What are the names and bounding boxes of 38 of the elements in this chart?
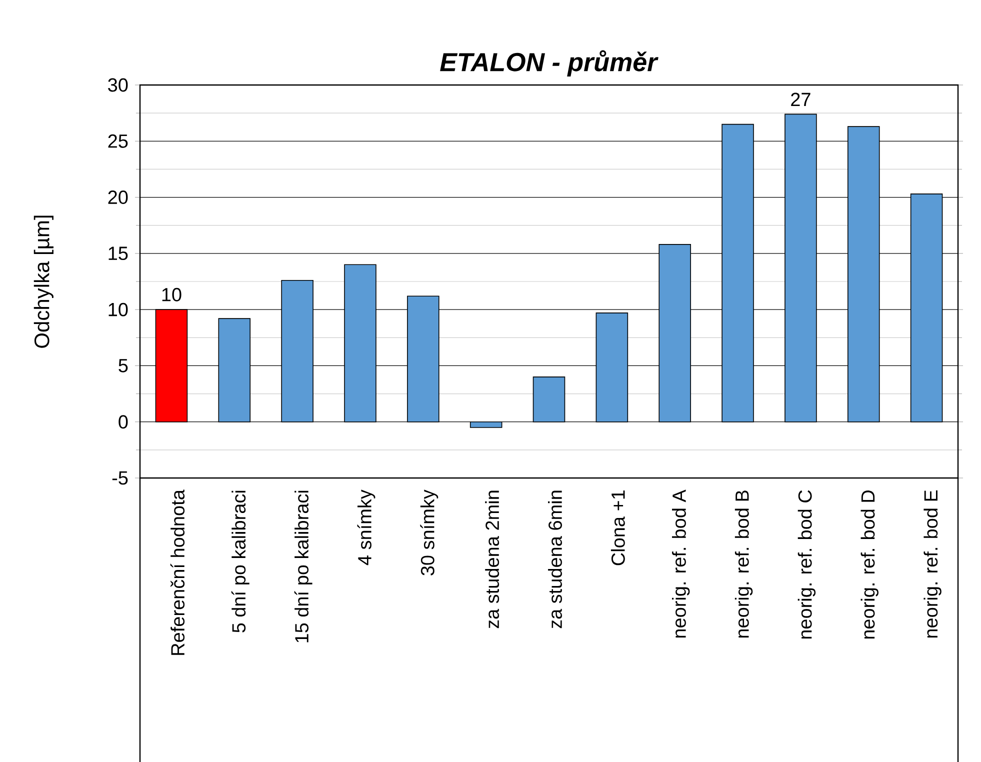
y-tick-label: 30 xyxy=(108,78,128,92)
y-tick-label: 0 xyxy=(118,415,128,429)
y-tick-label: -5 xyxy=(112,471,128,485)
bar xyxy=(155,309,188,422)
bar xyxy=(910,194,943,422)
y-tick-label: 20 xyxy=(108,190,128,204)
data-label: 27 xyxy=(791,92,810,106)
bar xyxy=(470,421,502,428)
bar xyxy=(281,280,314,422)
x-tick-label: neorig. ref. bod A xyxy=(672,490,690,638)
x-tick-label: neorig. ref. bod B xyxy=(734,490,753,638)
x-tick-label: 5 dní po kalibraci xyxy=(231,490,250,632)
x-tick-label: neorig. ref. bod D xyxy=(860,490,878,639)
bar xyxy=(344,264,376,422)
bar xyxy=(847,126,880,422)
x-tick-label: 30 snímky xyxy=(420,490,438,576)
y-tick-label: 15 xyxy=(108,246,128,260)
x-tick-label: za studena 6min xyxy=(548,490,562,628)
y-tick-label: 10 xyxy=(108,302,128,316)
x-tick-label: neorig. ref. bod E xyxy=(924,490,942,638)
y-tick-label: 5 xyxy=(118,359,128,372)
bar xyxy=(658,244,691,422)
chart-title: ETALON - průměr xyxy=(440,50,658,76)
bar xyxy=(596,312,628,422)
bar xyxy=(218,318,251,422)
bar xyxy=(722,124,754,422)
y-tick-label: 25 xyxy=(108,134,128,148)
y-axis-title: Odchylka [µm] xyxy=(34,216,54,348)
x-tick-label: 4 snímky xyxy=(357,490,376,566)
x-tick-label: za studena 2min xyxy=(485,490,500,628)
bar xyxy=(532,376,566,422)
bar xyxy=(407,296,440,422)
bar xyxy=(784,114,817,422)
x-tick-label: Referenční hodnota xyxy=(170,490,185,655)
x-tick-label: 15 dní po kalibraci xyxy=(294,490,312,642)
x-tick-label: neorig. ref. bod C xyxy=(798,490,816,639)
data-label: 10 xyxy=(162,288,182,302)
x-tick-label: Clona +1 xyxy=(610,490,625,566)
